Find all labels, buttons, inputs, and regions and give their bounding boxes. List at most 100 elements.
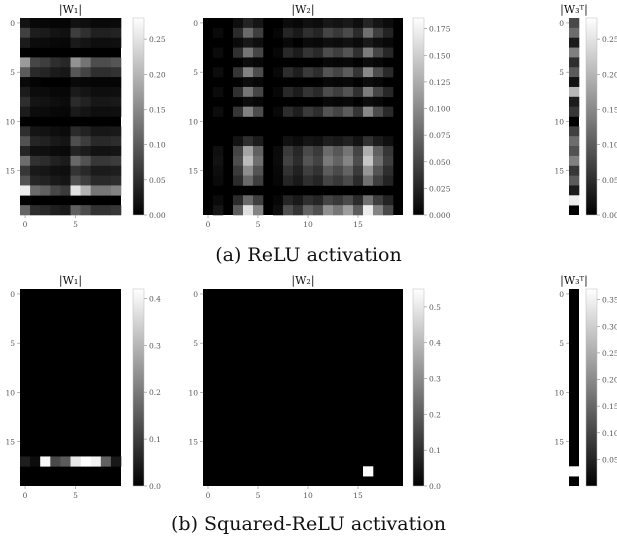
heatmap-cell: [383, 67, 394, 78]
colorbar: [132, 17, 145, 216]
heatmap-cell: [243, 27, 254, 38]
heatmap-cell: [30, 456, 41, 467]
heatmap-cell: [60, 205, 71, 216]
heatmap-cell: [383, 136, 394, 147]
heatmap-cell: [243, 96, 254, 107]
heatmap-cell: [363, 205, 374, 216]
y-tick-label: 15: [188, 167, 198, 176]
y-tick-label: 10: [5, 117, 15, 126]
x-tick-label: 5: [73, 220, 78, 229]
heatmap-cell: [353, 86, 364, 98]
x-tick-label: 15: [353, 491, 363, 500]
y-tick-label: 0: [193, 290, 198, 299]
panel-title: |W₂|: [291, 3, 314, 17]
heatmap-cell: [70, 27, 81, 38]
heatmap-cell: [363, 37, 374, 48]
y-tick-label: 15: [188, 438, 198, 447]
heatmap-cell: [273, 195, 284, 206]
heatmap-cell: [20, 57, 31, 68]
y-tick-label: 15: [5, 167, 15, 176]
heatmap-cell: [333, 106, 344, 117]
heatmap-cell: [283, 27, 294, 38]
heatmap-cell: [90, 146, 102, 157]
heatmap-cell: [40, 165, 51, 176]
heatmap-cell: [213, 86, 224, 98]
heatmap-cell: [373, 205, 384, 216]
heatmap-cell: [233, 146, 244, 157]
heatmap-cell: [100, 67, 112, 78]
heatmap-cell: [569, 96, 580, 107]
heatmap-cell: [343, 136, 354, 147]
heatmap-cell: [253, 96, 264, 107]
heatmap-cell: [100, 165, 112, 176]
heatmap-cell: [20, 456, 31, 467]
heatmap-cell: [90, 77, 102, 88]
heatmap-cell: [383, 165, 394, 176]
heatmap-cell: [60, 136, 71, 147]
heatmap-cell: [373, 57, 384, 68]
heatmap-cell: [313, 37, 324, 48]
heatmap-cell: [60, 106, 71, 117]
x-tick-label: 5: [73, 491, 78, 500]
heatmap-cell: [40, 96, 51, 107]
colorbar: [412, 288, 425, 487]
heatmap-cell: [60, 175, 71, 186]
heatmap-cell: [323, 106, 334, 117]
heatmap-cell: [100, 126, 112, 137]
heatmap-cell: [50, 18, 61, 29]
heatmap-cell: [323, 67, 334, 78]
heatmap-cell: [110, 86, 122, 98]
heatmap-cell: [333, 86, 344, 98]
heatmap-background: [203, 289, 403, 486]
caption-relu: (a) ReLU activation: [215, 244, 402, 266]
heatmap-cell: [233, 136, 244, 147]
colorbar-tick-label: 0.1: [429, 446, 441, 455]
heatmap-cell: [213, 195, 224, 206]
panel-title: |W₃ᵀ|: [560, 3, 588, 17]
colorbar-tick-label: 0.4: [429, 339, 441, 348]
heatmap-cell: [213, 27, 224, 38]
heatmap-cell: [353, 175, 364, 186]
heatmap-cell: [373, 27, 384, 38]
heatmap-cell: [60, 456, 71, 467]
heatmap-cell: [233, 18, 244, 29]
heatmap-cell: [333, 57, 344, 68]
heatmap-cell: [70, 126, 81, 137]
heatmap-cell: [569, 37, 580, 48]
heatmap-cell: [110, 146, 122, 157]
heatmap-cell: [373, 86, 384, 98]
heatmap-cell: [313, 195, 324, 206]
heatmap-cell: [343, 146, 354, 157]
heatmap-cell: [70, 86, 81, 98]
heatmap-cell: [363, 96, 374, 107]
heatmap-cell: [110, 18, 122, 29]
heatmap-cell: [20, 205, 31, 216]
colorbar-tick-label: 0.15: [602, 402, 617, 411]
y-tick-label: 10: [554, 117, 564, 126]
y-tick-label: 5: [10, 68, 15, 77]
heatmap-cell: [569, 106, 580, 117]
heatmap-cell: [80, 18, 91, 29]
heatmap-cell: [273, 86, 284, 98]
heatmap-cell: [343, 37, 354, 48]
heatmap-cell: [20, 27, 31, 38]
heatmap-cell: [383, 175, 394, 186]
heatmap-cell: [80, 96, 91, 107]
heatmap-cell: [30, 96, 41, 107]
heatmap-cell: [40, 18, 51, 29]
heatmap-cell: [569, 185, 580, 196]
heatmap-cell: [333, 195, 344, 206]
heatmap-cell: [90, 96, 102, 107]
heatmap-cell: [90, 27, 102, 38]
heatmap-cell: [373, 77, 384, 88]
heatmap-cell: [363, 466, 374, 477]
heatmap-cell: [50, 165, 61, 176]
heatmap-cell: [80, 106, 91, 117]
heatmap-cell: [60, 37, 71, 48]
heatmap-cell: [90, 126, 102, 137]
heatmap-cell: [373, 18, 384, 29]
heatmap-cell: [233, 37, 244, 48]
heatmap-cell: [110, 456, 122, 467]
heatmap-cell: [100, 27, 112, 38]
heatmap-cell: [323, 77, 334, 88]
